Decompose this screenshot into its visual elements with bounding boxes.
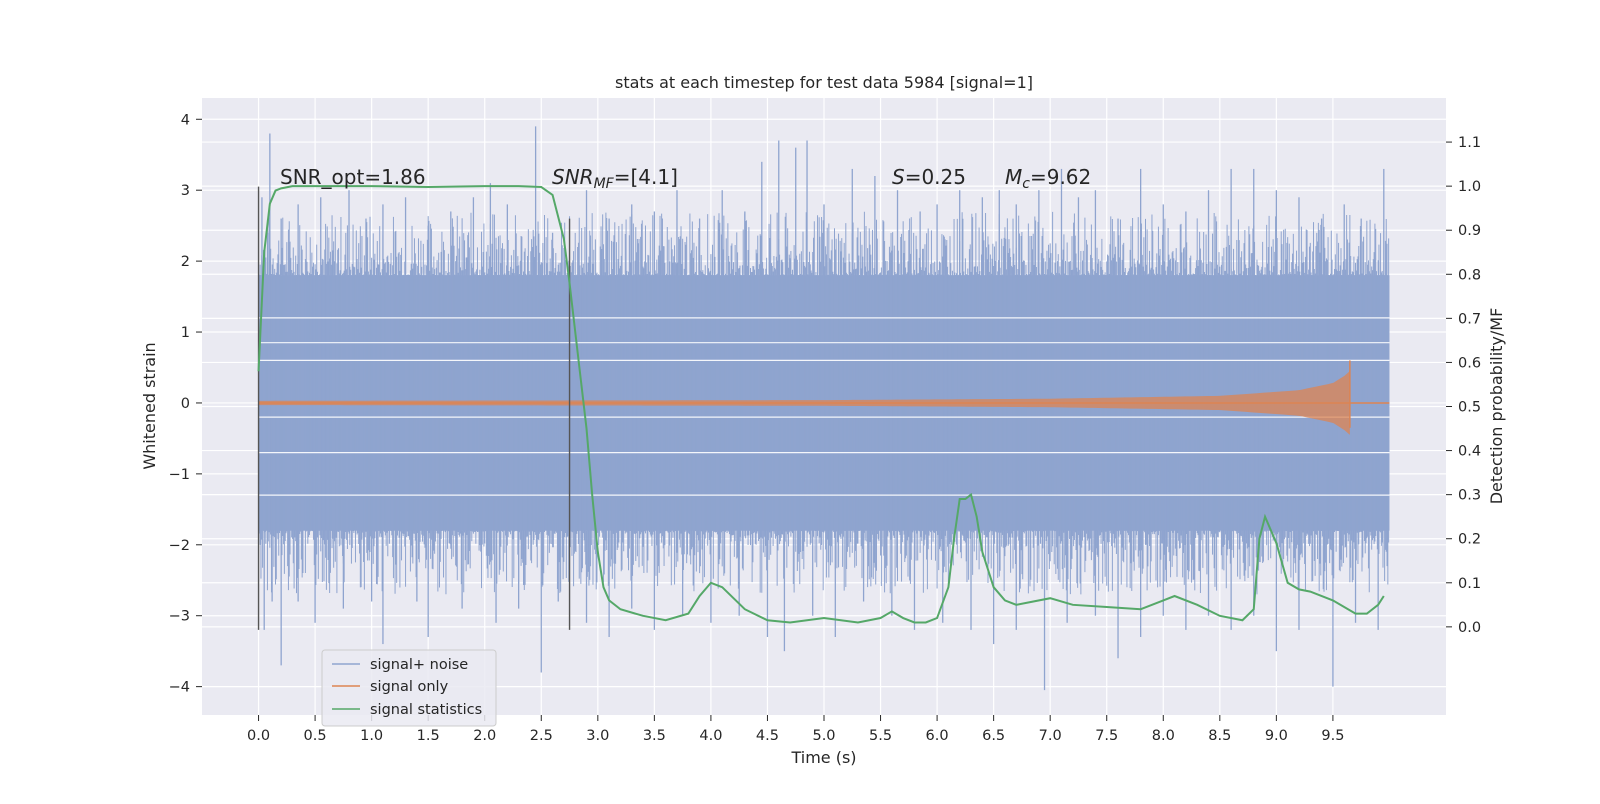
y-tick-label: 1: [181, 325, 190, 341]
y2-tick-label: 0.9: [1458, 223, 1481, 239]
annotation-mc-value: =9.62: [1030, 165, 1091, 189]
x-tick-label: 6.5: [982, 728, 1005, 744]
x-tick-label: 5.5: [869, 728, 892, 744]
x-tick-label: 1.5: [417, 728, 440, 744]
y2-tick-labels: 1.1 1.0 0.9 0.8 0.7 0.6 0.5 0.4 0.3 0.2 0.1 0.0: [1446, 135, 1481, 636]
y2-tick-label: 0.1: [1458, 576, 1481, 592]
x-tick-label: 8.0: [1152, 728, 1175, 744]
y-tick-label: −4: [169, 680, 190, 696]
x-tick-label: 4.0: [699, 728, 722, 744]
y-tick-label: −2: [169, 538, 190, 554]
y2-tick-label: 0.3: [1458, 488, 1481, 504]
x-tick-label: 3.5: [643, 728, 666, 744]
x-tick-label: 4.5: [756, 728, 779, 744]
x-tick-label: 5.0: [812, 728, 835, 744]
signal-statistics-series: [257, 185, 1385, 624]
x-tick-label: 8.5: [1208, 728, 1231, 744]
signal-statistics-line: [257, 185, 1385, 624]
legend-label-signal-statistics: signal statistics: [370, 702, 482, 718]
signal-only-series: [258, 360, 1390, 435]
y-tick-label: −3: [169, 609, 190, 625]
y2-tick-label: 0.0: [1458, 620, 1481, 636]
y2-tick-label: 0.7: [1458, 311, 1481, 327]
x-tick-labels: 0.0 0.5 1.0 1.5 2.0 2.5 3.0 3.5 4.0 4.5 5.0 5.5 6.0 6…: [247, 715, 1344, 744]
y2-axis-title: Detection probability/MF: [1487, 308, 1506, 505]
x-tick-label: 2.0: [473, 728, 496, 744]
y2-tick-label: 0.6: [1458, 355, 1481, 371]
x-tick-label: 1.0: [360, 728, 383, 744]
annotation-s-symbol: S: [892, 165, 905, 189]
annotation-mc: Mc=9.62: [1005, 165, 1091, 192]
legend-box: [321, 649, 497, 727]
annotation-snr-mf-value: =[4.1]: [614, 165, 678, 189]
x-tick-label: 0.5: [304, 728, 327, 744]
y-axis-title: Whitened strain: [140, 342, 159, 469]
x-tick-label: 3.0: [586, 728, 609, 744]
y-tick-label: 2: [181, 254, 190, 270]
y-tick-label: −1: [169, 467, 190, 483]
y2-tick-label: 0.5: [1458, 400, 1481, 416]
legend-label-signal-only: signal only: [370, 679, 449, 695]
annotation-mc-symbol: M: [1005, 165, 1022, 189]
x-tick-label: 7.0: [1039, 728, 1062, 744]
y2-tick-label: 0.4: [1458, 444, 1481, 460]
y2-tick-label: 1.0: [1458, 179, 1481, 195]
y-tick-label: 4: [181, 112, 190, 128]
annotation-s-value: =0.25: [905, 165, 966, 189]
x-tick-label: 7.5: [1095, 728, 1118, 744]
annotation-snr-mf-symbol: SNR: [552, 165, 594, 189]
annotation-s: S=0.25: [892, 165, 966, 189]
x-tick-label: 2.5: [530, 728, 553, 744]
y2-tick-label: 0.2: [1458, 532, 1481, 548]
y2-tick-label: 1.1: [1458, 135, 1481, 151]
legend-label-signal-plus-noise: signal+ noise: [370, 657, 468, 673]
annotation-snr-opt: SNR_opt=1.86: [280, 165, 426, 189]
y-tick-label: 0: [181, 396, 190, 412]
x-tick-label: 9.0: [1265, 728, 1288, 744]
annotations: SNR_opt=1.86 SNRMF=[4.1] S=0.25 Mc=9.62: [280, 165, 1091, 192]
x-tick-label: 0.0: [247, 728, 270, 744]
y2-tick-label: 0.8: [1458, 267, 1481, 283]
x-tick-label: 9.5: [1321, 728, 1344, 744]
chart-title: stats at each timestep for test data 598…: [615, 73, 1033, 92]
x-tick-label: 6.0: [926, 728, 949, 744]
legend: signal+ noise signal only signal statist…: [321, 649, 497, 727]
y-tick-labels: 4 3 2 1 0 −1 −2 −3 −4: [169, 112, 202, 696]
annotation-snr-mf: SNRMF=[4.1]: [552, 165, 678, 192]
y-tick-label: 3: [181, 183, 190, 199]
annotation-snr-mf-subscript: MF: [594, 176, 615, 192]
x-axis-title: Time (s): [790, 748, 856, 767]
annotation-mc-subscript: c: [1022, 176, 1030, 192]
